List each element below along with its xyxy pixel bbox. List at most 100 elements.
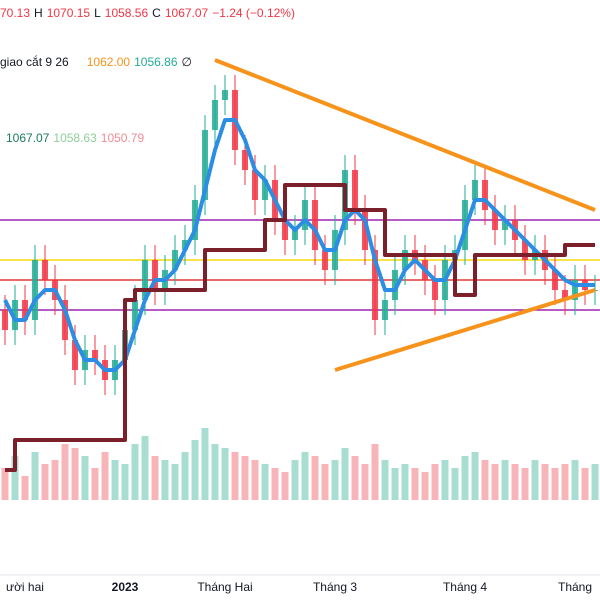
volume-bar xyxy=(71,448,79,500)
volume-bar xyxy=(551,468,559,500)
volume-bar xyxy=(321,464,329,500)
l-label: L xyxy=(94,6,101,20)
candle-body xyxy=(242,150,248,170)
volume-bar xyxy=(211,444,219,500)
candle-body xyxy=(32,260,38,320)
candle-body xyxy=(202,130,208,200)
volume-bar xyxy=(341,448,349,500)
trend-line xyxy=(214,58,596,212)
candle-body xyxy=(482,180,488,210)
volume-bar xyxy=(381,460,389,500)
volume-bar xyxy=(91,468,99,500)
volume-bar xyxy=(351,456,359,500)
volume-bar xyxy=(581,468,589,500)
candle-body xyxy=(182,240,188,250)
volume-bar xyxy=(51,460,59,500)
volume-bar xyxy=(451,468,459,500)
volume-bar xyxy=(41,464,49,500)
volume-bar xyxy=(261,464,269,500)
volume-bar xyxy=(301,452,309,500)
volume-bar xyxy=(191,440,199,500)
volume-bar xyxy=(461,456,469,500)
volume-bar xyxy=(181,452,189,500)
candle-body xyxy=(42,260,48,280)
h-label: H xyxy=(34,6,43,20)
candle-body xyxy=(302,200,308,230)
volume-bar xyxy=(121,464,129,500)
open-value: 70.13 xyxy=(0,6,31,20)
candle-body xyxy=(252,170,258,200)
volume-bar xyxy=(101,452,109,500)
x-tick-label: 2023 xyxy=(112,580,139,594)
volume-bar xyxy=(171,464,179,500)
volume-bar xyxy=(131,444,139,500)
candle-body xyxy=(392,270,398,300)
candle-body xyxy=(72,340,78,370)
volume-bar xyxy=(591,464,599,500)
candle-body xyxy=(362,210,368,250)
volume-bar xyxy=(231,452,239,500)
x-tick-label: Tháng Hai xyxy=(197,580,252,594)
candle-body xyxy=(2,310,8,330)
volume-bar xyxy=(271,468,279,500)
volume-bar xyxy=(311,456,319,500)
volume-bar xyxy=(421,472,429,500)
x-tick-label: Tháng 3 xyxy=(313,580,357,594)
volume-bar xyxy=(481,460,489,500)
volume-bar xyxy=(391,468,399,500)
volume-bar xyxy=(11,456,19,500)
volume-bar xyxy=(441,460,449,500)
volume-bar xyxy=(511,464,519,500)
candle-body xyxy=(12,300,18,330)
volume-bar xyxy=(491,464,499,500)
x-tick-label: ười hai xyxy=(6,580,44,594)
volume-bar xyxy=(571,460,579,500)
candle-body xyxy=(502,220,508,230)
candle-body xyxy=(312,200,318,250)
volume-bar xyxy=(501,460,509,500)
candle-body xyxy=(522,240,528,260)
indicator-value: 1067.07 xyxy=(6,131,50,145)
candle-body xyxy=(92,350,98,360)
x-tick-label: Tháng xyxy=(558,580,592,594)
indicator-symbol: ∅ xyxy=(181,55,192,69)
volume-bar xyxy=(221,448,229,500)
volume-bar xyxy=(411,468,419,500)
volume-bar xyxy=(541,464,549,500)
indicator-legend: giao cắt 9 26 1062.00 1056.86 ∅ xyxy=(0,55,196,69)
close-value: 1067.07 xyxy=(164,6,209,20)
volume-bar xyxy=(241,456,249,500)
volume-bar xyxy=(111,460,119,500)
volume-bar xyxy=(531,460,539,500)
volume-bar xyxy=(31,452,39,500)
candle-body xyxy=(322,250,328,270)
volume-bar xyxy=(291,460,299,500)
candle-body xyxy=(372,250,378,320)
volume-bar xyxy=(21,476,29,500)
indicator-name: giao cắt 9 26 xyxy=(0,55,69,69)
candle-body xyxy=(172,250,178,270)
candle-body xyxy=(492,210,498,230)
indicator-value: 1058.63 xyxy=(53,131,97,145)
volume-bar xyxy=(61,444,69,500)
candle-body xyxy=(382,300,388,320)
candle-body xyxy=(212,100,218,130)
volume-bar xyxy=(361,464,369,500)
candle-body xyxy=(142,260,148,300)
indicator-value: 1050.79 xyxy=(100,131,145,145)
candle-body xyxy=(562,290,568,300)
candle-body xyxy=(352,170,358,210)
c-label: C xyxy=(152,6,161,20)
high-value: 1070.15 xyxy=(46,6,91,20)
ohlc-legend: 70.13 H 1070.15 L 1058.56 C 1067.07 −1.24 (−0.1… xyxy=(0,6,299,20)
candle-body xyxy=(572,280,578,300)
indicator2-legend: 1067.07 1058.63 1050.79 xyxy=(6,131,149,145)
indicator-value: 1056.86 xyxy=(134,55,178,69)
x-tick-label: Tháng 4 xyxy=(443,580,487,594)
volume-bar xyxy=(401,464,409,500)
candle-body xyxy=(282,220,288,240)
indicator-line xyxy=(3,118,595,372)
candle-body xyxy=(132,300,138,330)
volume-bar xyxy=(161,460,169,500)
